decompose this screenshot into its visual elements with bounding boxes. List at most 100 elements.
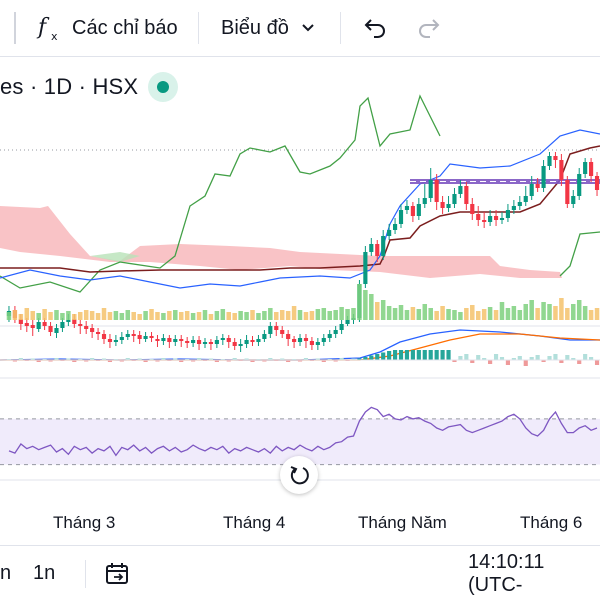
volume-bar [351, 308, 356, 320]
volume-bar [202, 310, 208, 320]
volume-bar [470, 305, 475, 320]
macd-histogram-bar [589, 357, 594, 360]
volume-bar [232, 313, 237, 320]
candle-body [173, 339, 178, 342]
macd-histogram-bar [416, 350, 421, 360]
symbol-legend[interactable]: es · 1D · HSX [0, 70, 138, 104]
macd-histogram-bar [262, 360, 267, 362]
candle-body [143, 336, 148, 339]
volume-bar [559, 298, 564, 320]
candle-body [321, 338, 326, 342]
macd-histogram-bar [529, 357, 534, 360]
macd-histogram-bar [505, 360, 511, 365]
candle-body [155, 339, 160, 341]
chart-type-button[interactable]: Biểu đồ [221, 0, 315, 56]
price-chart[interactable] [0, 56, 600, 506]
volume-bar [143, 311, 148, 320]
candle-body [594, 176, 600, 190]
candle-body [369, 244, 374, 252]
volume-bar [274, 312, 279, 320]
volume-bar [149, 309, 154, 320]
macd-histogram-bar [404, 350, 410, 360]
volume-bar [24, 308, 30, 320]
macd-histogram-bar [72, 360, 77, 362]
volume-bar [511, 306, 517, 320]
candle-body [410, 206, 415, 216]
candle-body [18, 319, 23, 324]
macd-histogram-bar [583, 354, 588, 360]
calendar-goto-icon[interactable] [104, 561, 130, 587]
volume-bar [404, 310, 410, 320]
macd-histogram-bar [476, 355, 481, 360]
redo-icon[interactable] [416, 16, 442, 40]
candle-body [72, 319, 77, 324]
volume-bar [553, 306, 558, 320]
timezone-clock[interactable]: 14:10:11 (UTC- [468, 550, 545, 596]
candle-body [214, 340, 219, 344]
volume-bar [380, 300, 386, 320]
volume-bar [48, 312, 53, 320]
function-icon[interactable]: f x [36, 12, 64, 42]
macd-histogram-bar [173, 358, 178, 360]
volume-bar [547, 304, 552, 320]
candle-body [78, 324, 83, 326]
volume-bar [30, 311, 35, 320]
candle-body [553, 156, 558, 160]
macd-histogram-bar [381, 352, 386, 360]
macd-histogram-bar [143, 360, 148, 362]
volume-bar [582, 306, 588, 320]
volume-bar [446, 309, 451, 320]
candle-body [268, 326, 273, 334]
volume-bar [226, 312, 232, 320]
candle-body [571, 196, 576, 204]
candle-body [523, 196, 528, 202]
volume-bar [18, 314, 24, 320]
macd-histogram-bar [119, 360, 124, 362]
reset-chart-button[interactable] [280, 456, 318, 494]
macd-histogram-bar [125, 358, 130, 360]
candle-body [137, 335, 142, 339]
macd-histogram-bar [488, 360, 493, 364]
volume-bar [428, 308, 433, 320]
macd-histogram-bar [155, 360, 160, 362]
volume-bar [303, 312, 309, 320]
candle-body [107, 339, 113, 342]
volume-bar [481, 309, 487, 320]
macd-histogram-bar [357, 358, 362, 360]
volume-bar [505, 308, 511, 320]
candle-body [535, 184, 540, 188]
candle-body [149, 336, 154, 338]
market-status-icon[interactable] [148, 72, 178, 102]
volume-bar [119, 313, 125, 320]
volume-bar [333, 310, 338, 320]
volume-bar [493, 310, 499, 320]
volume-bar [167, 311, 172, 320]
macd-histogram-bar [250, 360, 255, 362]
undo-icon[interactable] [362, 16, 388, 40]
macd-histogram-bar [339, 358, 344, 360]
indicators-button[interactable]: Các chỉ báo [72, 0, 178, 56]
range-1y-button[interactable]: 1n [33, 562, 56, 584]
volume-bar [244, 312, 249, 320]
candle-body [505, 210, 511, 218]
volume-bar [54, 310, 59, 320]
ichimoku-cloud-green [90, 252, 140, 262]
candle-body [547, 156, 552, 166]
candle-body [416, 204, 421, 216]
macd-histogram-bar [464, 354, 469, 360]
macd-histogram-bar [161, 358, 166, 360]
macd-histogram-bar [559, 360, 564, 363]
candle-body [90, 328, 95, 332]
month-label: Tháng 3 [53, 513, 116, 532]
macd-histogram-bar [286, 360, 291, 362]
candle-body [345, 320, 350, 324]
volume-bar [190, 313, 196, 320]
volume-bar [523, 304, 529, 320]
volume-bar [208, 314, 214, 320]
candle-body [428, 180, 433, 198]
macd-histogram-bar [517, 356, 522, 360]
volume-bar [66, 311, 71, 320]
candle-body [363, 252, 368, 284]
candle-body [327, 334, 332, 338]
range-button-partial[interactable]: n [0, 562, 12, 584]
